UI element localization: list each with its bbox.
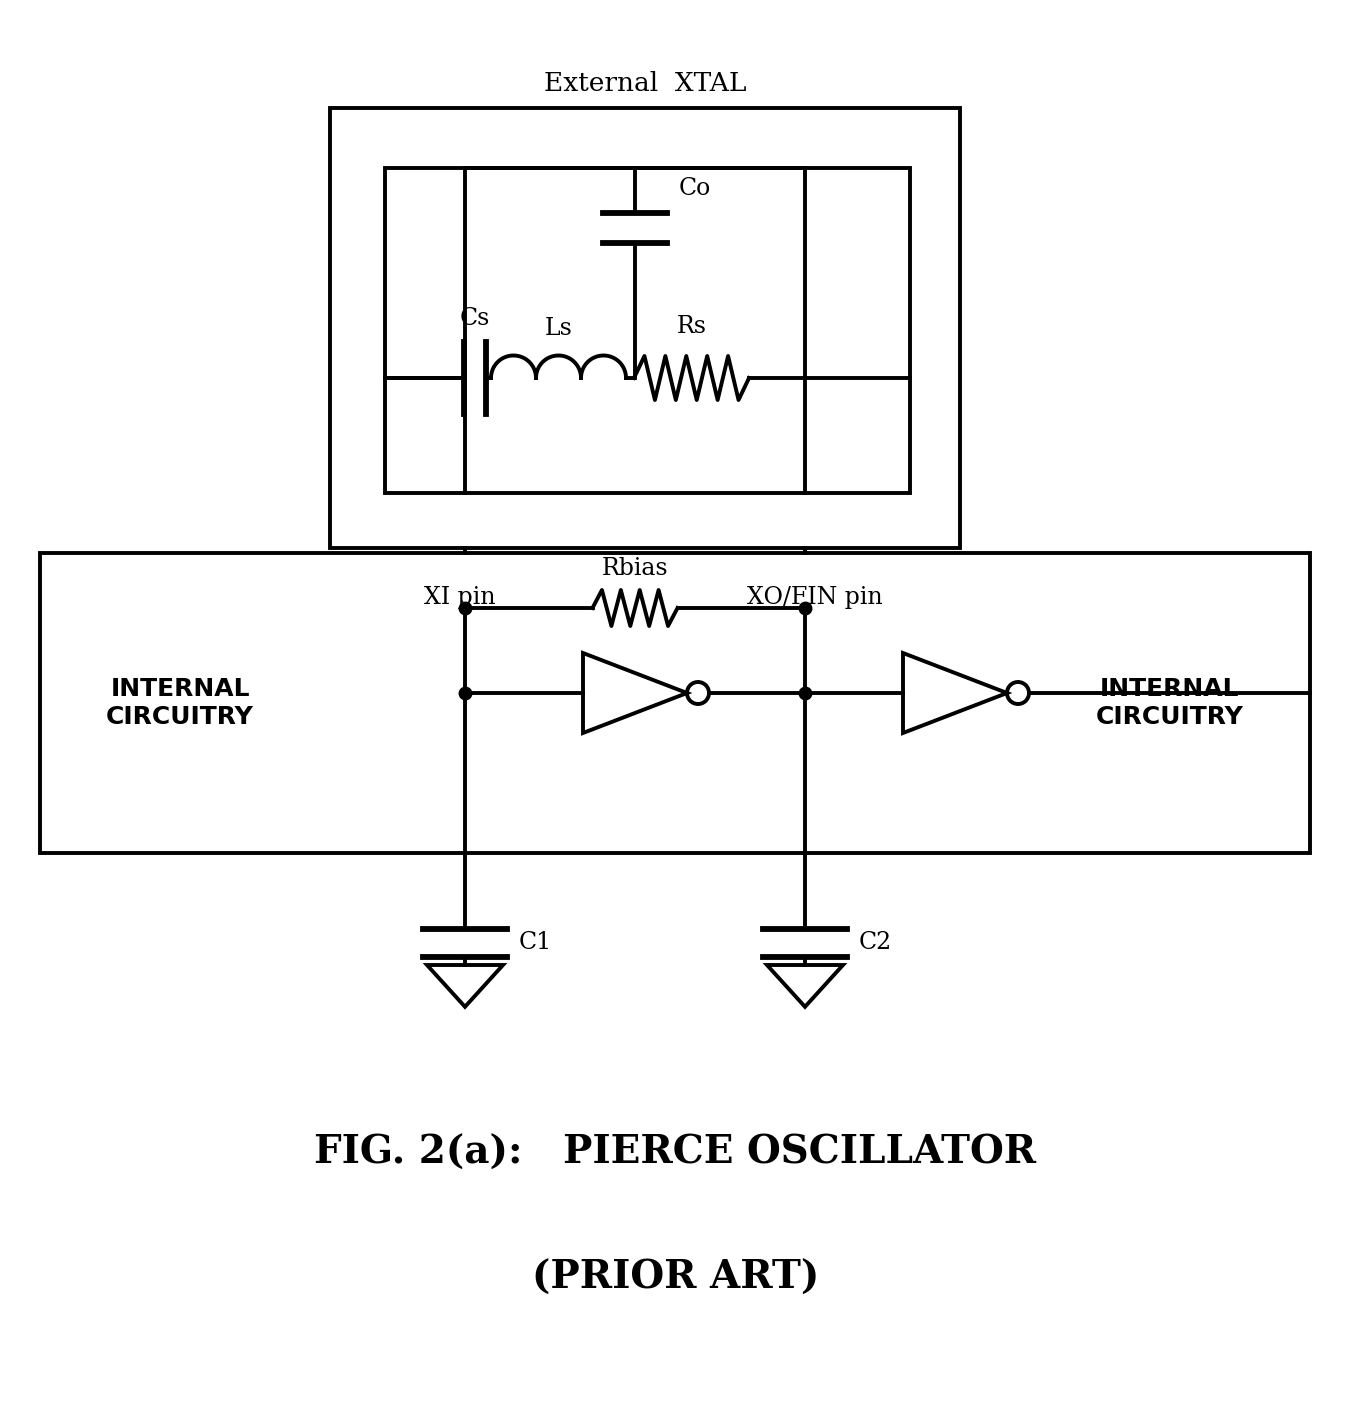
Text: Co: Co — [680, 177, 711, 200]
Text: Ls: Ls — [544, 317, 573, 341]
Bar — [385, 168, 911, 493]
Text: FIG. 2(a):   PIERCE OSCILLATOR: FIG. 2(a): PIERCE OSCILLATOR — [315, 1133, 1036, 1171]
Text: XI pin: XI pin — [424, 586, 496, 610]
Bar — [41, 553, 1310, 853]
Text: External  XTAL: External XTAL — [543, 70, 746, 96]
Text: XO/FIN pin: XO/FIN pin — [747, 586, 882, 610]
Text: C1: C1 — [519, 932, 553, 955]
Text: INTERNAL
CIRCUITRY: INTERNAL CIRCUITRY — [107, 677, 254, 729]
Text: INTERNAL
CIRCUITRY: INTERNAL CIRCUITRY — [1096, 677, 1244, 729]
Text: C2: C2 — [859, 932, 892, 955]
Text: Cs: Cs — [459, 307, 490, 329]
Text: Rs: Rs — [677, 315, 707, 338]
Bar — [330, 108, 961, 548]
Text: (PRIOR ART): (PRIOR ART) — [532, 1259, 819, 1297]
Text: Rbias: Rbias — [601, 558, 669, 580]
